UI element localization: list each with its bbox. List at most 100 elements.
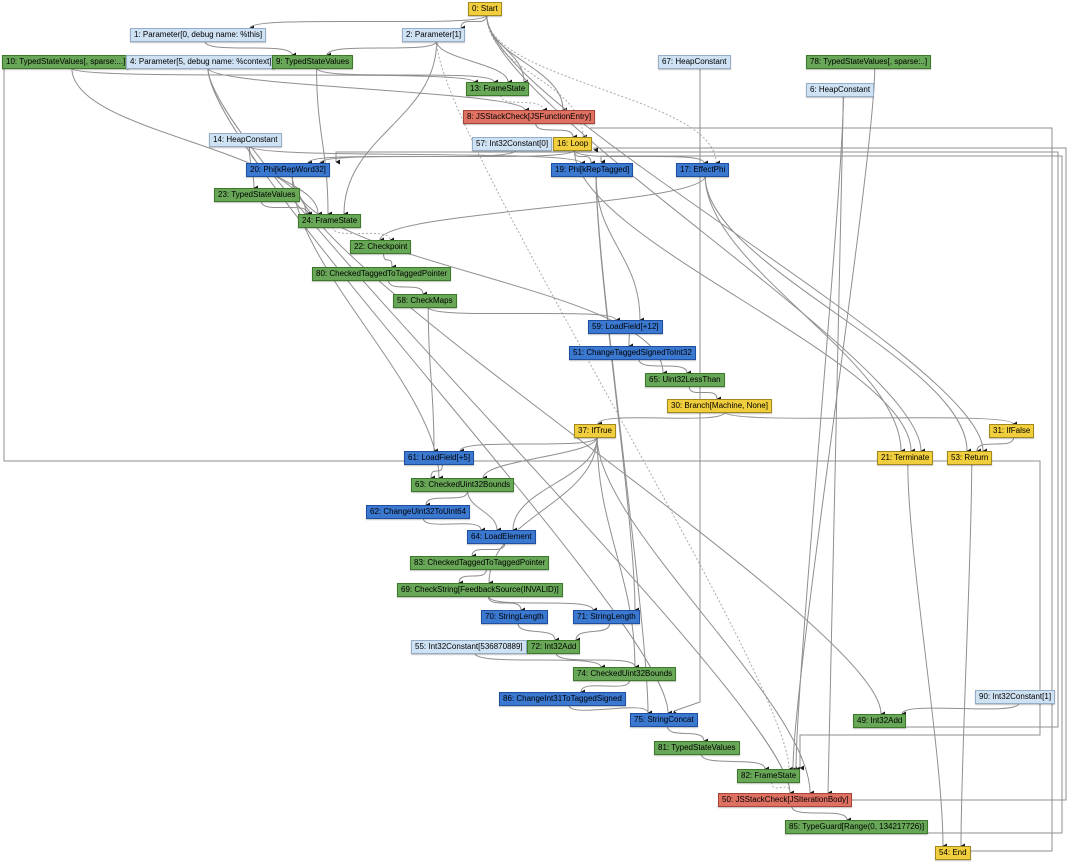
graph-node-63[interactable]: 63: CheckedUint32Bounds [411, 478, 515, 492]
graph-node-59[interactable]: 59: LoadField[+12] [588, 320, 663, 334]
graph-edge [638, 358, 692, 376]
graph-edge [291, 175, 668, 376]
graph-node-21[interactable]: 21: Terminate [877, 451, 934, 465]
graph-node-16[interactable]: 16: Loop [553, 137, 593, 151]
graph-edge [704, 175, 972, 454]
graph-node-31[interactable]: 31: IfFalse [989, 424, 1035, 438]
graph-edge [500, 94, 548, 113]
graph-edge [335, 151, 1059, 728]
graph-node-53[interactable]: 53: Return [947, 451, 993, 465]
graph-edge [907, 463, 948, 849]
graph-edge [248, 145, 586, 166]
graph-edge [688, 385, 722, 402]
graph-edge [575, 622, 611, 643]
graph-edge [379, 175, 706, 243]
graph-node-4[interactable]: 4: Parameter[5, debug name: %context] [126, 55, 276, 69]
graph-edge [422, 517, 486, 533]
graph-node-6[interactable]: 6: HeapConstant [806, 83, 875, 97]
graph-node-37[interactable]: 37: IfTrue [574, 424, 616, 438]
graph-node-70[interactable]: 70: StringLength [481, 610, 548, 624]
graph-edge [332, 226, 395, 243]
graph-edge [597, 411, 726, 427]
graph-node-51[interactable]: 51: ChangeTaggedSignedToInt32 [569, 346, 696, 360]
graph-edge [517, 622, 560, 643]
graph-edge [204, 40, 297, 58]
graph-node-0[interactable]: 0: Start [468, 2, 502, 16]
graph-edge [595, 175, 640, 613]
graph-edge [700, 753, 770, 772]
graph-edge [436, 40, 513, 85]
graph-edge [600, 155, 1063, 834]
graph-edge [3, 68, 1041, 771]
graph-edge [248, 145, 323, 217]
graph-node-9[interactable]: 9: TypedStateValues [272, 55, 354, 69]
graph-node-24[interactable]: 24: FrameState [298, 214, 362, 228]
graph-node-30[interactable]: 30: Branch[Machine, None] [667, 399, 772, 413]
graph-edge [291, 175, 444, 481]
graph-node-54[interactable]: 54: End [935, 846, 971, 860]
graph-node-1[interactable]: 1: Parameter[0, debug name: %this] [130, 28, 267, 42]
graph-node-81[interactable]: 81: TypedStateValues [654, 741, 740, 755]
graph-edge [249, 14, 488, 31]
graph-edge [593, 147, 1067, 801]
graph-edge [430, 463, 443, 481]
graph-node-72[interactable]: 72: Int32Add [527, 640, 581, 654]
graph-node-85[interactable]: 85: TypeGuard[Range(0, 134217726)] [785, 820, 929, 834]
graph-node-58[interactable]: 58: CheckMaps [393, 294, 457, 308]
graph-node-57[interactable]: 57: Int32Constant[0] [472, 137, 553, 151]
graph-node-19[interactable]: 19: Phi[kRepTagged] [551, 163, 634, 177]
graph-node-69[interactable]: 69: CheckString[FeedbackSource(INVALID)] [397, 583, 563, 597]
graph-edge [724, 411, 1018, 427]
graph-node-8[interactable]: 8: JSStackCheck[JSFunctionEntry] [463, 110, 596, 124]
graph-edge [467, 490, 502, 533]
graph-edge [316, 67, 499, 85]
graph-node-83[interactable]: 83: CheckedTaggedToTaggedPointer [410, 556, 550, 570]
graph-node-71[interactable]: 71: StringLength [573, 610, 640, 624]
graph-node-50[interactable]: 50: JSStackCheck[JSIterationBody] [718, 793, 853, 807]
graph-node-75[interactable]: 75: StringConcat [630, 713, 698, 727]
graph-node-55[interactable]: 55: Int32Constant[536870889] [411, 640, 527, 654]
graph-edge [460, 14, 488, 31]
graph-node-78[interactable]: 78: TypedStateValues[, sparse:..] [806, 55, 932, 69]
graph-edge [771, 781, 795, 796]
graph-edge [486, 14, 588, 140]
graph-node-64[interactable]: 64: LoadElement [467, 530, 536, 544]
graph-edge [316, 67, 333, 217]
graph-edge [427, 306, 621, 323]
graph-edge [535, 122, 578, 140]
graph-node-13[interactable]: 13: FrameState [466, 82, 530, 96]
graph-edge [260, 200, 313, 217]
graph-edge [568, 704, 653, 716]
graph-edge [487, 595, 526, 613]
graph-node-74[interactable]: 74: CheckedUint32Bounds [573, 667, 677, 681]
graph-edge [427, 306, 439, 454]
graph-node-86[interactable]: 86: ChangeInt31ToTaggedSigned [499, 692, 626, 706]
graph-edge [425, 490, 469, 508]
graph-edge [474, 652, 606, 670]
graph-node-49[interactable]: 49: Int32Add [853, 714, 907, 728]
graph-edge [595, 175, 653, 716]
graph-node-61[interactable]: 61: LoadField[+5] [404, 451, 475, 465]
graph-node-22[interactable]: 22: Checkpoint [350, 240, 412, 254]
graph-edge [291, 175, 886, 717]
graph-edge [960, 463, 973, 849]
graph-node-2[interactable]: 2: Parameter[1] [402, 28, 466, 42]
graph-edge [319, 149, 575, 166]
graph-node-82[interactable]: 82: FrameState [737, 769, 801, 783]
graph-edge [573, 149, 916, 454]
graph-node-67[interactable]: 67: HeapConstant [658, 55, 731, 69]
graph-edge [207, 67, 673, 716]
graph-edge [666, 725, 709, 744]
graph-node-65[interactable]: 65: Uint32LessThan [645, 373, 725, 387]
graph-node-20[interactable]: 20: Phi[kRepWord32] [246, 163, 330, 177]
graph-edge [71, 67, 479, 85]
graph-node-80[interactable]: 80: CheckedTaggedToTaggedPointer [312, 267, 452, 281]
graph-node-90[interactable]: 90: Int32Constant[1] [975, 690, 1056, 704]
graph-node-14[interactable]: 14: HeapConstant [209, 133, 282, 147]
graph-node-17[interactable]: 17: EffectPhi [676, 163, 730, 177]
graph-node-23[interactable]: 23: TypedStateValues [214, 188, 300, 202]
graph-node-62[interactable]: 62: ChangeUint32ToUint64 [366, 505, 471, 519]
graph-node-10[interactable]: 10: TypedStateValues[, sparse:...] [2, 55, 130, 69]
